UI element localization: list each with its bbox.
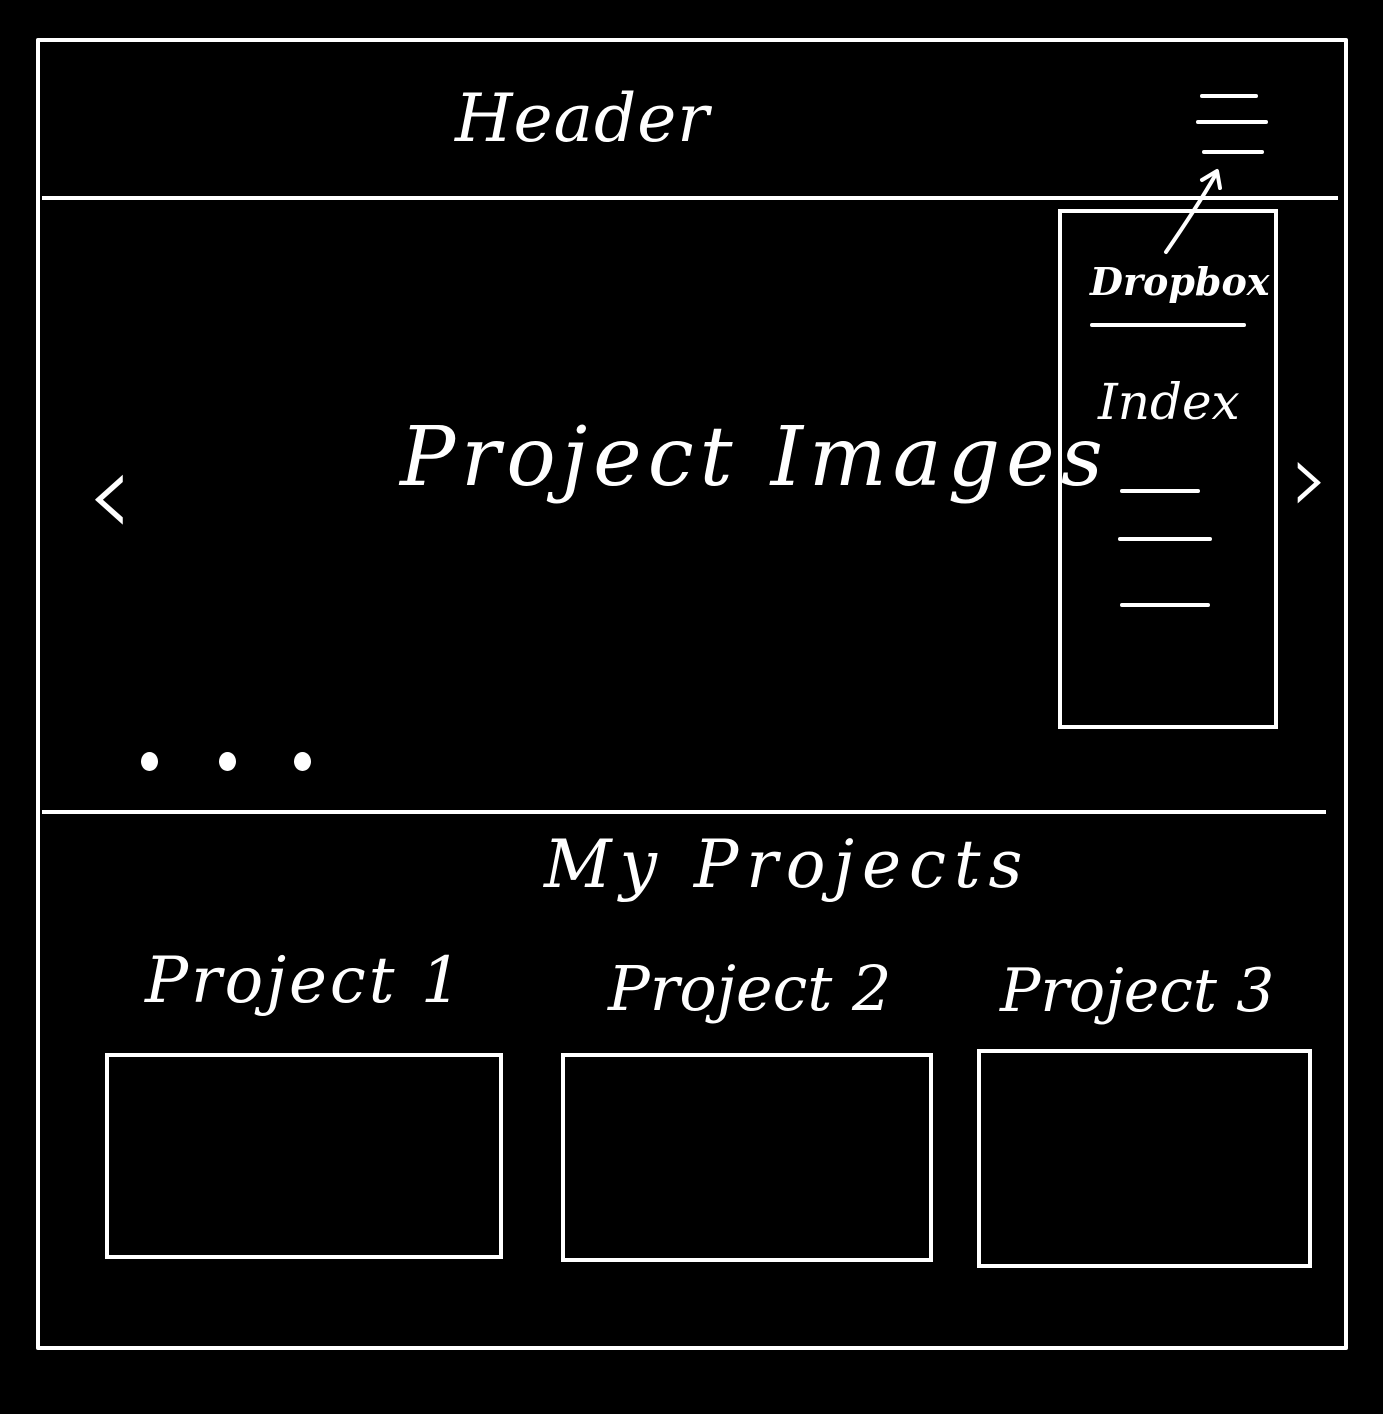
- carousel-next-button[interactable]: ›: [1290, 428, 1330, 528]
- menu-line-1: [1200, 94, 1258, 98]
- carousel-dot-2[interactable]: [219, 752, 236, 771]
- project-1-label: Project 1: [145, 944, 465, 1018]
- dropdown-menu: Dropbox Index: [1058, 209, 1278, 729]
- dropdown-title: Dropbox: [1090, 259, 1270, 304]
- dropdown-title-underline: [1090, 323, 1246, 327]
- project-3-card[interactable]: [977, 1049, 1312, 1268]
- menu-line-3: [1202, 150, 1264, 154]
- dropdown-item-3[interactable]: [1118, 537, 1212, 541]
- section-divider: [42, 810, 1326, 814]
- carousel-dot-3[interactable]: [294, 752, 311, 771]
- projects-section-title: My Projects: [544, 826, 1031, 903]
- header-title: Header: [455, 80, 710, 157]
- arrow-icon: [1164, 169, 1222, 254]
- page-frame: [36, 38, 1348, 1350]
- project-2-card[interactable]: [561, 1053, 933, 1262]
- dropdown-item-4[interactable]: [1120, 603, 1210, 607]
- project-1-card[interactable]: [105, 1053, 503, 1259]
- carousel-dot-1[interactable]: [141, 752, 158, 771]
- header-divider: [42, 196, 1338, 200]
- chevron-right-icon: ›: [1290, 419, 1330, 536]
- project-3-label: Project 3: [1000, 956, 1275, 1026]
- menu-line-2: [1196, 120, 1268, 124]
- project-2-label: Project 2: [608, 952, 892, 1025]
- carousel-prev-button[interactable]: ‹: [86, 435, 134, 555]
- hamburger-menu-icon[interactable]: [1196, 94, 1272, 160]
- dropdown-item-index[interactable]: Index: [1098, 373, 1240, 431]
- project-images-label: Project Images: [400, 410, 1109, 505]
- chevron-left-icon: ‹: [86, 425, 134, 564]
- dropdown-item-2[interactable]: [1120, 489, 1200, 493]
